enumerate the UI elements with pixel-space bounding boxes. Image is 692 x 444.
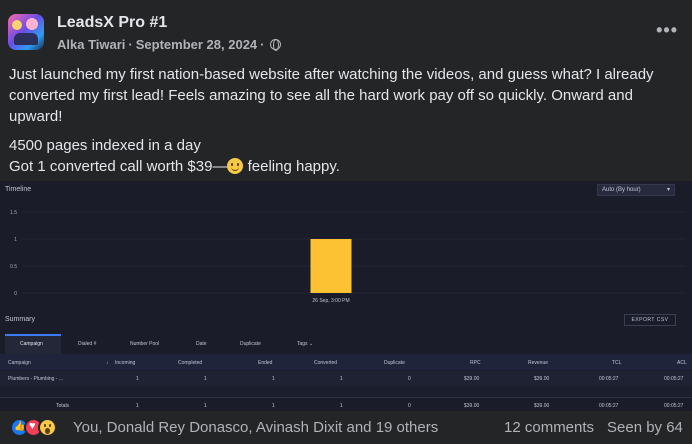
y-tick-label: 0: [14, 291, 17, 297]
column-header: Converted: [314, 360, 338, 366]
seen-by-link[interactable]: Seen by 64: [607, 419, 683, 436]
post-header: LeadsX Pro #1 Alka Tiwari · September 28, …: [0, 0, 692, 60]
table-cell: 1: [136, 403, 139, 409]
chart-bar: [310, 239, 352, 293]
table-cell: 00:05:27: [599, 403, 619, 409]
active-tab-indicator: [5, 334, 61, 336]
table-cell: 1: [340, 376, 343, 382]
summary-tabs: Campaign Dialed # Number Pool Date Dupli…: [0, 337, 692, 353]
active-tab-background: [5, 336, 61, 354]
post-date-link[interactable]: September 28, 2024: [135, 37, 258, 52]
more-options-icon[interactable]: •••: [656, 20, 678, 40]
x-tick-label: 26 Sep, 3:00 PM: [312, 298, 349, 304]
post-line-suffix: feeling happy.: [243, 158, 340, 175]
table-header: Campaign ↓ Incoming Completed Ended Conv…: [0, 354, 692, 370]
column-header: Campaign: [8, 360, 31, 366]
table-cell: 00:05:27: [599, 376, 619, 382]
y-tick-label: 0.5: [10, 264, 17, 270]
tab-date: Date: [196, 341, 207, 347]
reaction-icons[interactable]: [10, 418, 68, 438]
post-line-prefix: Got 1 converted call worth $39—: [9, 158, 228, 175]
table-row-spacer: [0, 387, 692, 397]
post-footer: You, Donald Rey Donasco, Avinash Dixit a…: [0, 411, 692, 444]
export-csv-button: EXPORT CSV: [624, 314, 676, 326]
table-cell: Plumbers - Plumbing - ...: [8, 376, 64, 382]
column-header: ACL: [677, 360, 687, 366]
comments-count-link[interactable]: 12 comments: [504, 419, 595, 436]
table-cell: 1: [272, 403, 275, 409]
column-header: TCL: [612, 360, 622, 366]
table-totals-row: Totals 1 1 1 1 0 $39.00 $39.00 00:05:27 …: [0, 397, 692, 411]
meta-separator: ·: [128, 37, 133, 52]
wow-icon: [38, 418, 57, 437]
group-avatar[interactable]: [8, 14, 44, 50]
table-cell: 1: [136, 376, 139, 382]
globe-icon: [269, 39, 281, 51]
tab-number-pool: Number Pool: [130, 341, 160, 347]
table-cell: 1: [204, 376, 207, 382]
table-cell: 1: [272, 376, 275, 382]
group-name-link[interactable]: LeadsX Pro #1: [57, 14, 168, 31]
sort-down-icon: ↓: [106, 360, 109, 366]
timeline-title: Timeline: [5, 186, 32, 193]
column-header: RPC: [470, 360, 481, 366]
table-cell: $39.00: [464, 376, 480, 382]
table-cell: $39.00: [534, 376, 550, 382]
post-paragraph: Just launched my first nation-based webs…: [9, 66, 654, 125]
table-cell: $39.00: [534, 403, 550, 409]
table-cell: 0: [408, 376, 411, 382]
y-tick-label: 1.5: [10, 210, 17, 216]
table-cell: 1: [340, 403, 343, 409]
post-line: 4500 pages indexed in a day: [9, 137, 201, 154]
author-name-link[interactable]: Alka Tiwari: [57, 37, 126, 52]
post-line: Got 1 converted call worth $39— feeling …: [9, 156, 681, 177]
smiling-emoji-icon: [227, 158, 244, 174]
column-header: Completed: [178, 360, 203, 366]
table-cell: 0: [408, 403, 411, 409]
column-header: Ended: [258, 360, 273, 366]
tab-campaign: Campaign: [20, 341, 43, 347]
table-cell: 00:05:27: [664, 403, 684, 409]
table-cell: 1: [204, 403, 207, 409]
avatar-figure: [26, 18, 38, 30]
tab-tags: Tags ⌄: [297, 341, 313, 347]
summary-title: Summary: [5, 316, 35, 323]
y-tick-label: 1: [14, 237, 17, 243]
reactors-link[interactable]: You, Donald Rey Donasco, Avinash Dixit a…: [73, 419, 439, 436]
tab-tags-label: Tags: [297, 341, 308, 347]
avatar-figure: [12, 20, 22, 30]
table-cell: Totals: [56, 403, 70, 409]
tags-caret-icon: ⌄: [308, 341, 314, 347]
table-cell: 00:05:27: [664, 376, 684, 382]
avatar-figure: [14, 33, 38, 45]
meta-separator: ·: [260, 37, 265, 52]
table-row: Plumbers - Plumbing - ... 1 1 1 1 0 $39.…: [0, 371, 692, 387]
dashboard-screenshot[interactable]: Timeline Auto (By hour) 0 0.5 1 1.5 26 Sep, …: [0, 181, 692, 411]
post-body: Just launched my first nation-based webs…: [9, 64, 681, 177]
table-cell: $39.00: [464, 403, 480, 409]
tab-duplicate: Duplicate: [240, 341, 261, 347]
interval-select: Auto (By hour): [597, 184, 675, 196]
tab-dialed: Dialed #: [78, 341, 97, 347]
column-header: Duplicate: [384, 360, 405, 366]
column-header: Incoming: [115, 360, 136, 366]
column-header: Revenue: [528, 360, 549, 366]
timeline-chart: 0 0.5 1 1.5 26 Sep, 3:00 PM: [10, 210, 686, 304]
post-meta: Alka Tiwari · September 28, 2024 ·: [57, 37, 281, 52]
